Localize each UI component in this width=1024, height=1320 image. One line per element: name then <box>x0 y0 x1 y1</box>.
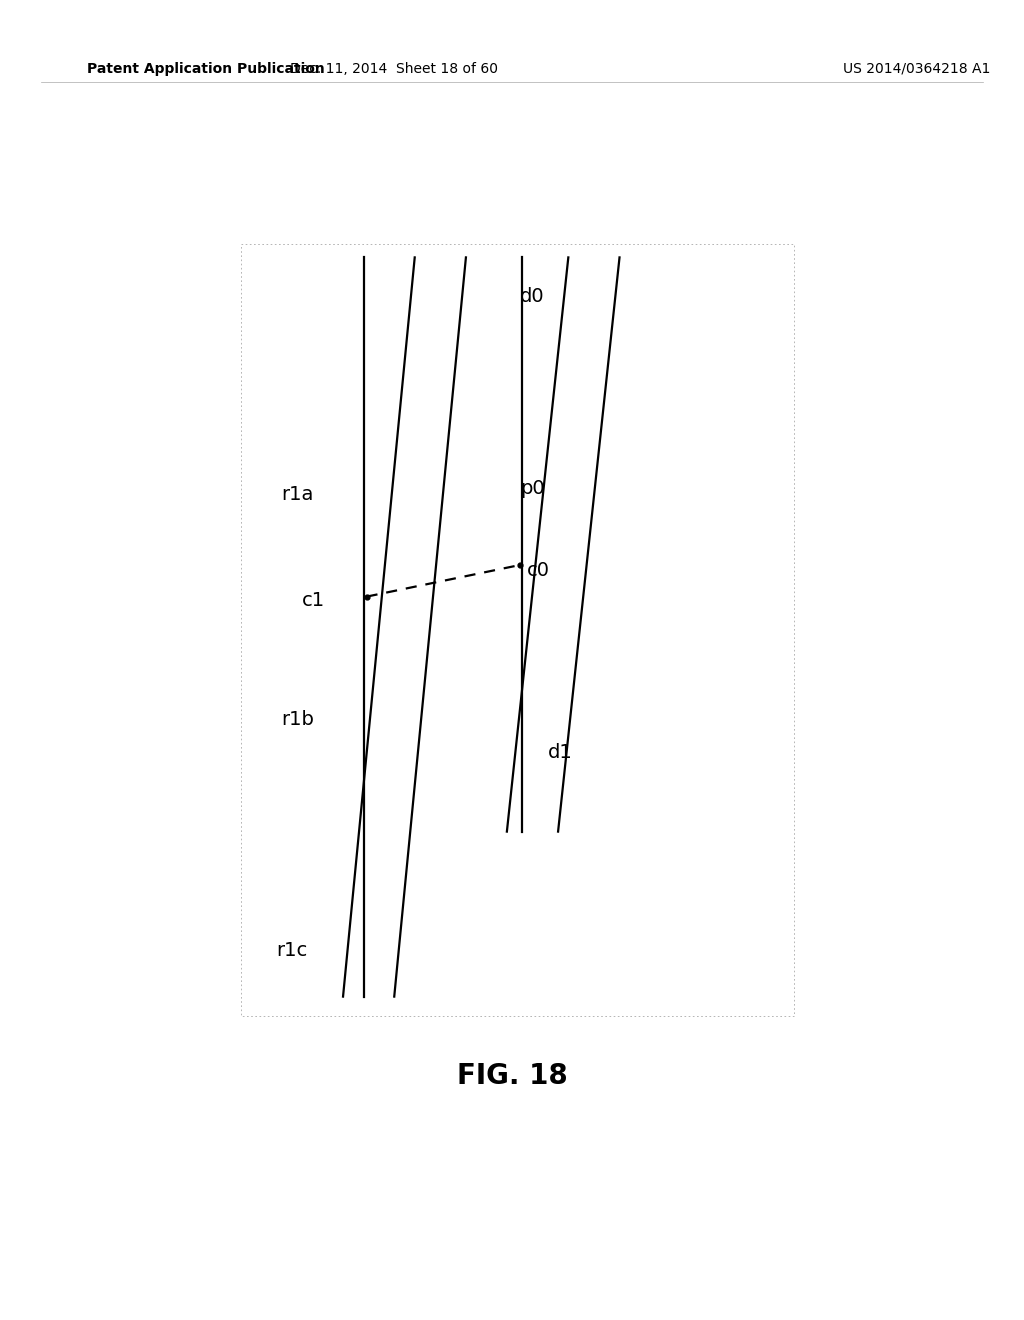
Text: FIG. 18: FIG. 18 <box>457 1061 567 1090</box>
Text: r1b: r1b <box>282 710 314 729</box>
Text: US 2014/0364218 A1: US 2014/0364218 A1 <box>843 62 990 75</box>
Text: p0: p0 <box>520 479 545 498</box>
Text: d0: d0 <box>520 288 545 306</box>
Text: Dec. 11, 2014  Sheet 18 of 60: Dec. 11, 2014 Sheet 18 of 60 <box>290 62 499 75</box>
Text: Patent Application Publication: Patent Application Publication <box>87 62 325 75</box>
Text: c0: c0 <box>527 561 550 579</box>
Text: r1a: r1a <box>282 486 314 504</box>
Text: c1: c1 <box>302 591 326 610</box>
Text: d1: d1 <box>548 743 572 762</box>
Text: r1c: r1c <box>276 941 308 960</box>
